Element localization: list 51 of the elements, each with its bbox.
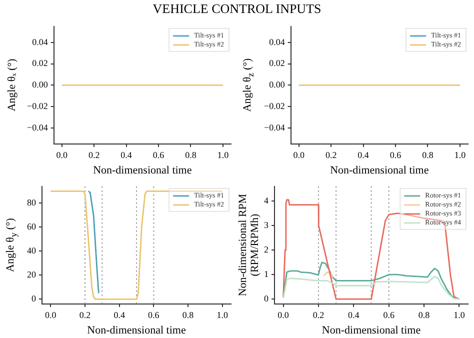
y-tick-label: 0.04 [32, 36, 48, 47]
x-tick-label: 0.0 [293, 150, 306, 160]
y-tick-label: −0.04 [264, 122, 286, 132]
y-tick-label: −0.04 [27, 122, 48, 132]
x-tick-label: 0.6 [383, 310, 395, 320]
y-axis-title: Angle θₓ (°) [6, 58, 18, 114]
x-axis-title: Non-dimensional time [93, 164, 192, 176]
x-tick-label: 0.2 [325, 150, 337, 160]
y-tick-label: 0 [264, 293, 269, 304]
x-axis-title: Non-dimensional time [330, 164, 429, 176]
y-axis-title: Non-dimensional RPM (RPM/RPMh) [237, 193, 261, 298]
x-tick-label: 0.0 [278, 310, 290, 320]
x-tick-label: 0.6 [390, 150, 402, 160]
y-tick-label: 1 [264, 268, 268, 279]
y-tick-label: 40 [27, 246, 36, 256]
y-tick-label: 3 [264, 220, 269, 230]
chart-title: VEHICLE CONTROL INPUTS [152, 1, 322, 17]
x-tick-label: 0.8 [418, 310, 430, 320]
x-tick-label: 0.8 [185, 150, 197, 160]
x-tick-label: 0.2 [79, 310, 91, 320]
x-tick-label: 0.2 [88, 150, 100, 160]
y-tick-label: 0 [32, 294, 36, 304]
x-tick-label: 1.0 [454, 310, 466, 320]
x-tick-label: 0.0 [44, 310, 57, 320]
y-tick-label: 20 [27, 270, 36, 280]
x-tick-label: 1.0 [216, 310, 229, 320]
x-axis-title: Non-dimensional time [87, 324, 186, 336]
x-axis-title: Non-dimensional time [322, 324, 421, 336]
x-tick-label: 1.0 [454, 150, 466, 160]
y-tick-label: −0.02 [264, 100, 285, 111]
y-tick-label: 0.00 [32, 80, 48, 90]
x-tick-label: 0.8 [182, 310, 194, 320]
y-tick-label: 0.04 [269, 36, 286, 47]
y-tick-label: 0.00 [269, 80, 286, 90]
x-tick-label: 1.0 [217, 150, 230, 160]
y-tick-label: 80 [27, 198, 36, 208]
x-tick-label: 0.6 [152, 150, 165, 160]
x-tick-label: 0.2 [312, 310, 324, 320]
y-tick-label: 0.02 [32, 58, 48, 68]
x-tick-label: 0.4 [358, 150, 370, 160]
x-tick-label: 0.8 [422, 150, 434, 160]
y-tick-label: −0.02 [27, 100, 48, 111]
x-tick-label: 0.0 [56, 150, 68, 160]
y-tick-label: 0.02 [269, 58, 285, 68]
x-tick-label: 0.4 [120, 150, 132, 160]
y-tick-label: 4 [264, 195, 269, 206]
x-tick-label: 0.4 [348, 310, 360, 320]
y-tick-label: 2 [264, 244, 268, 254]
x-tick-label: 0.6 [148, 310, 160, 320]
x-tick-label: 0.4 [114, 310, 126, 320]
y-tick-label: 60 [27, 222, 36, 232]
